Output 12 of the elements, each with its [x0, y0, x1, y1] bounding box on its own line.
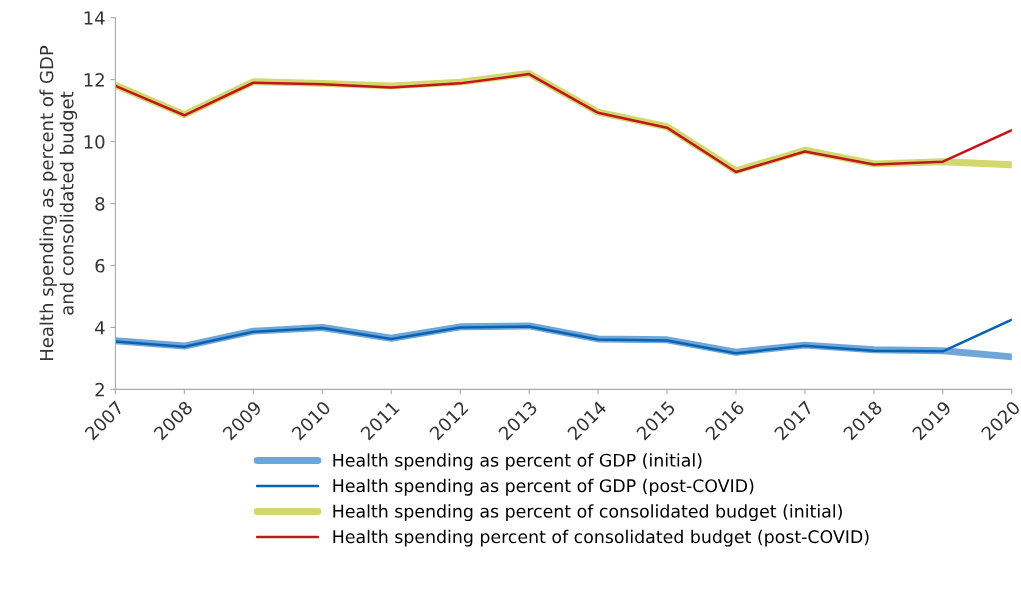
legend-label: Health spending as percent of GDP (initial)	[333, 453, 702, 471]
legend-label: Health spending as percent of GDP (post-COVID)	[333, 478, 754, 496]
y-tick-label: 10	[84, 135, 105, 149]
y-tick-label: 4	[95, 321, 105, 335]
legend-label: Health spending as percent of consolidated budget (initial)	[333, 504, 842, 522]
y-tick-label: 2	[95, 382, 104, 397]
y-axis-title: Health spending as percent of GDP and consolidated budget	[39, 45, 78, 361]
legend-label: Health spending percent of consolidated budget (post-COVID)	[333, 529, 869, 547]
y-tick-label: 8	[95, 197, 105, 211]
y-tick-label: 14	[84, 11, 105, 25]
y-tick-label: 6	[95, 258, 105, 273]
y-tick-label: 12	[84, 73, 104, 87]
